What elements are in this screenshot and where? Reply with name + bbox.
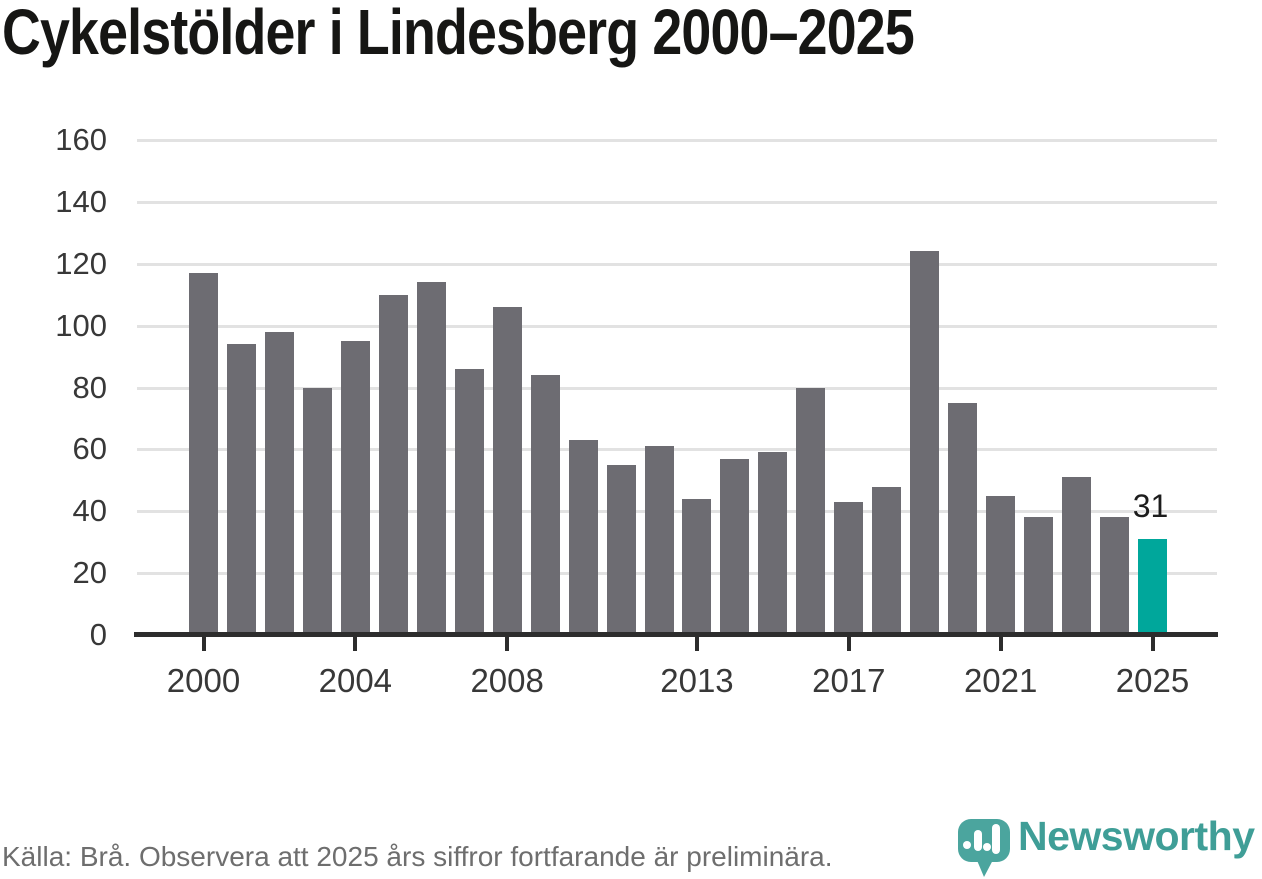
bar-2017 — [834, 501, 864, 635]
chart-title: Cykelstölder i Lindesberg 2000–2025 — [2, 0, 915, 68]
x-axis-tick-2017 — [846, 637, 851, 651]
y-axis-label-20: 20 — [72, 555, 107, 591]
gridline-120 — [137, 262, 1217, 266]
bar-2015 — [758, 452, 788, 635]
bar-2018 — [872, 486, 902, 635]
bar-2006 — [416, 282, 446, 635]
bar-2010 — [568, 440, 598, 635]
bar-2019 — [910, 251, 940, 635]
brand-wordmark: Newsworthy — [1018, 813, 1255, 859]
gridline-20 — [137, 572, 1217, 576]
x-axis-tick-2013 — [694, 637, 699, 651]
gridline-60 — [137, 448, 1217, 452]
y-axis-label-160: 160 — [55, 122, 107, 157]
bar-2011 — [606, 464, 636, 635]
x-axis-tick-2000 — [201, 637, 206, 651]
y-axis-label-140: 140 — [55, 183, 107, 219]
bar-2016 — [796, 387, 826, 635]
bar-2004 — [340, 341, 370, 635]
x-axis-tick-2008 — [505, 637, 510, 651]
x-axis-label-2017: 2017 — [812, 662, 886, 699]
gridline-140 — [137, 200, 1217, 204]
x-axis-label-2004: 2004 — [318, 662, 393, 699]
newsworthy-logo-icon — [954, 816, 1014, 879]
x-axis-label-2008: 2008 — [470, 662, 544, 699]
bar-2009 — [530, 375, 560, 635]
y-axis-label-0: 0 — [89, 617, 107, 652]
bar-2024 — [1100, 517, 1130, 635]
gridline-160 — [137, 139, 1217, 142]
bar-2005 — [378, 294, 408, 635]
bar-2000 — [189, 273, 218, 635]
bar-2022 — [1024, 517, 1054, 635]
bar-2013 — [682, 498, 712, 635]
y-axis-label-40: 40 — [72, 493, 107, 529]
gridline-80 — [137, 386, 1217, 390]
bar-2002 — [264, 331, 294, 635]
bar-2001 — [226, 344, 256, 635]
y-axis-label-120: 120 — [55, 245, 107, 281]
bar-2007 — [454, 368, 484, 635]
x-axis-label-2021: 2021 — [963, 662, 1038, 699]
x-axis-tick-2025 — [1150, 637, 1155, 651]
x-axis-label-2025: 2025 — [1115, 662, 1190, 699]
bar-2008 — [492, 307, 522, 635]
bar-2003 — [302, 387, 332, 635]
y-axis-label-100: 100 — [55, 307, 107, 343]
highlight-value-label: 31 — [1132, 488, 1169, 525]
source-note: Källa: Brå. Observera att 2025 års siffr… — [2, 841, 833, 872]
bar-2020 — [948, 402, 978, 635]
x-axis-label-2000: 2000 — [166, 662, 241, 699]
bar-2025 — [1138, 539, 1167, 635]
bar-2023 — [1062, 477, 1092, 635]
gridline-40 — [137, 510, 1217, 514]
y-axis-label-60: 60 — [72, 431, 107, 467]
gridline-100 — [137, 324, 1217, 328]
x-axis-tick-2021 — [998, 637, 1003, 651]
y-axis-label-80: 80 — [72, 369, 107, 405]
bar-2012 — [644, 446, 674, 635]
x-axis-label-2013: 2013 — [660, 662, 734, 699]
x-axis-line — [134, 632, 1218, 637]
x-axis-tick-2004 — [353, 637, 358, 651]
bar-2021 — [986, 495, 1016, 635]
bar-2014 — [720, 458, 750, 635]
